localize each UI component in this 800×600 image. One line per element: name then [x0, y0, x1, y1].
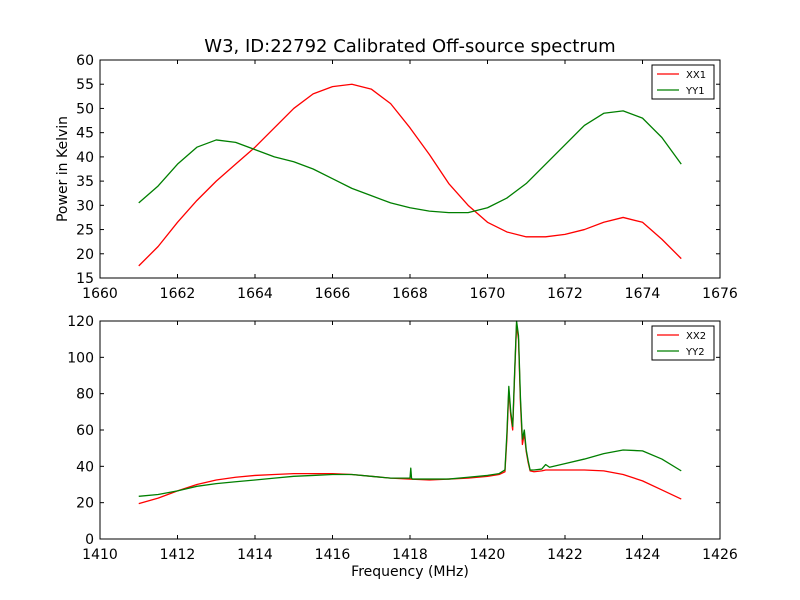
x-axis-label: Frequency (MHz)	[351, 564, 469, 580]
legend-box	[651, 64, 715, 100]
legend-label: XX2	[686, 331, 706, 342]
x-tick-label: 1426	[702, 547, 738, 563]
y-tick-label: 40	[76, 459, 94, 475]
x-tick-label: 1664	[237, 286, 273, 302]
x-tick-label: 1662	[160, 286, 196, 302]
y-tick-label: 55	[76, 77, 94, 93]
x-tick-label: 1666	[315, 286, 351, 302]
x-tick-label: 1412	[160, 547, 196, 563]
x-tick-label: 1668	[392, 286, 428, 302]
x-tick-label: 1670	[470, 286, 506, 302]
series-line-xx1	[138, 83, 682, 267]
y-tick-label: 40	[76, 150, 94, 166]
y-tick-label: 60	[76, 53, 94, 69]
legend-label: XX1	[686, 70, 706, 81]
y-tick-label: 25	[76, 223, 94, 239]
legend-label: YY1	[685, 86, 705, 97]
x-tick-label: 1414	[237, 547, 273, 563]
bottom-spectrum-panel: 1410 1412 1414 1416 1418 1420 1422 1424 1426 0 20 4…	[67, 314, 738, 580]
legend-box	[651, 325, 715, 361]
legend-label: YY2	[685, 347, 705, 358]
y-tick-label: 45	[76, 126, 94, 142]
y-tick-label: 50	[76, 101, 94, 117]
y-tick-label: 120	[67, 314, 94, 330]
figure-title: W3, ID:22792 Calibrated Off-source spect…	[204, 36, 615, 57]
x-tick-label: 1418	[392, 547, 428, 563]
x-tick-label: 1660	[82, 286, 118, 302]
x-tick-label: 1420	[470, 547, 506, 563]
y-tick-label: 15	[76, 271, 94, 287]
top-spectrum-panel: 1660 1662 1664 1666 1668 1670 1672 1674 1676 15 20…	[55, 53, 738, 302]
y-tick-label: 20	[76, 247, 94, 263]
y-axis-label: Power in Kelvin	[55, 116, 71, 222]
y-tick-label: 30	[76, 198, 94, 214]
x-tick-label: 1410	[82, 547, 118, 563]
y-tick-label: 35	[76, 174, 94, 190]
series-line-yy2	[138, 320, 682, 497]
x-tick-label: 1424	[625, 547, 661, 563]
y-tick-label: 60	[76, 423, 94, 439]
x-tick-label: 1422	[547, 547, 583, 563]
x-tick-label: 1674	[625, 286, 661, 302]
x-tick-label: 1672	[547, 286, 583, 302]
y-tick-label: 0	[85, 532, 94, 548]
x-tick-label: 1676	[702, 286, 738, 302]
y-tick-label: 80	[76, 387, 94, 403]
y-tick-label: 20	[76, 496, 94, 512]
series-line-yy1	[138, 110, 682, 214]
y-tick-label: 100	[67, 350, 94, 366]
x-tick-label: 1416	[315, 547, 351, 563]
